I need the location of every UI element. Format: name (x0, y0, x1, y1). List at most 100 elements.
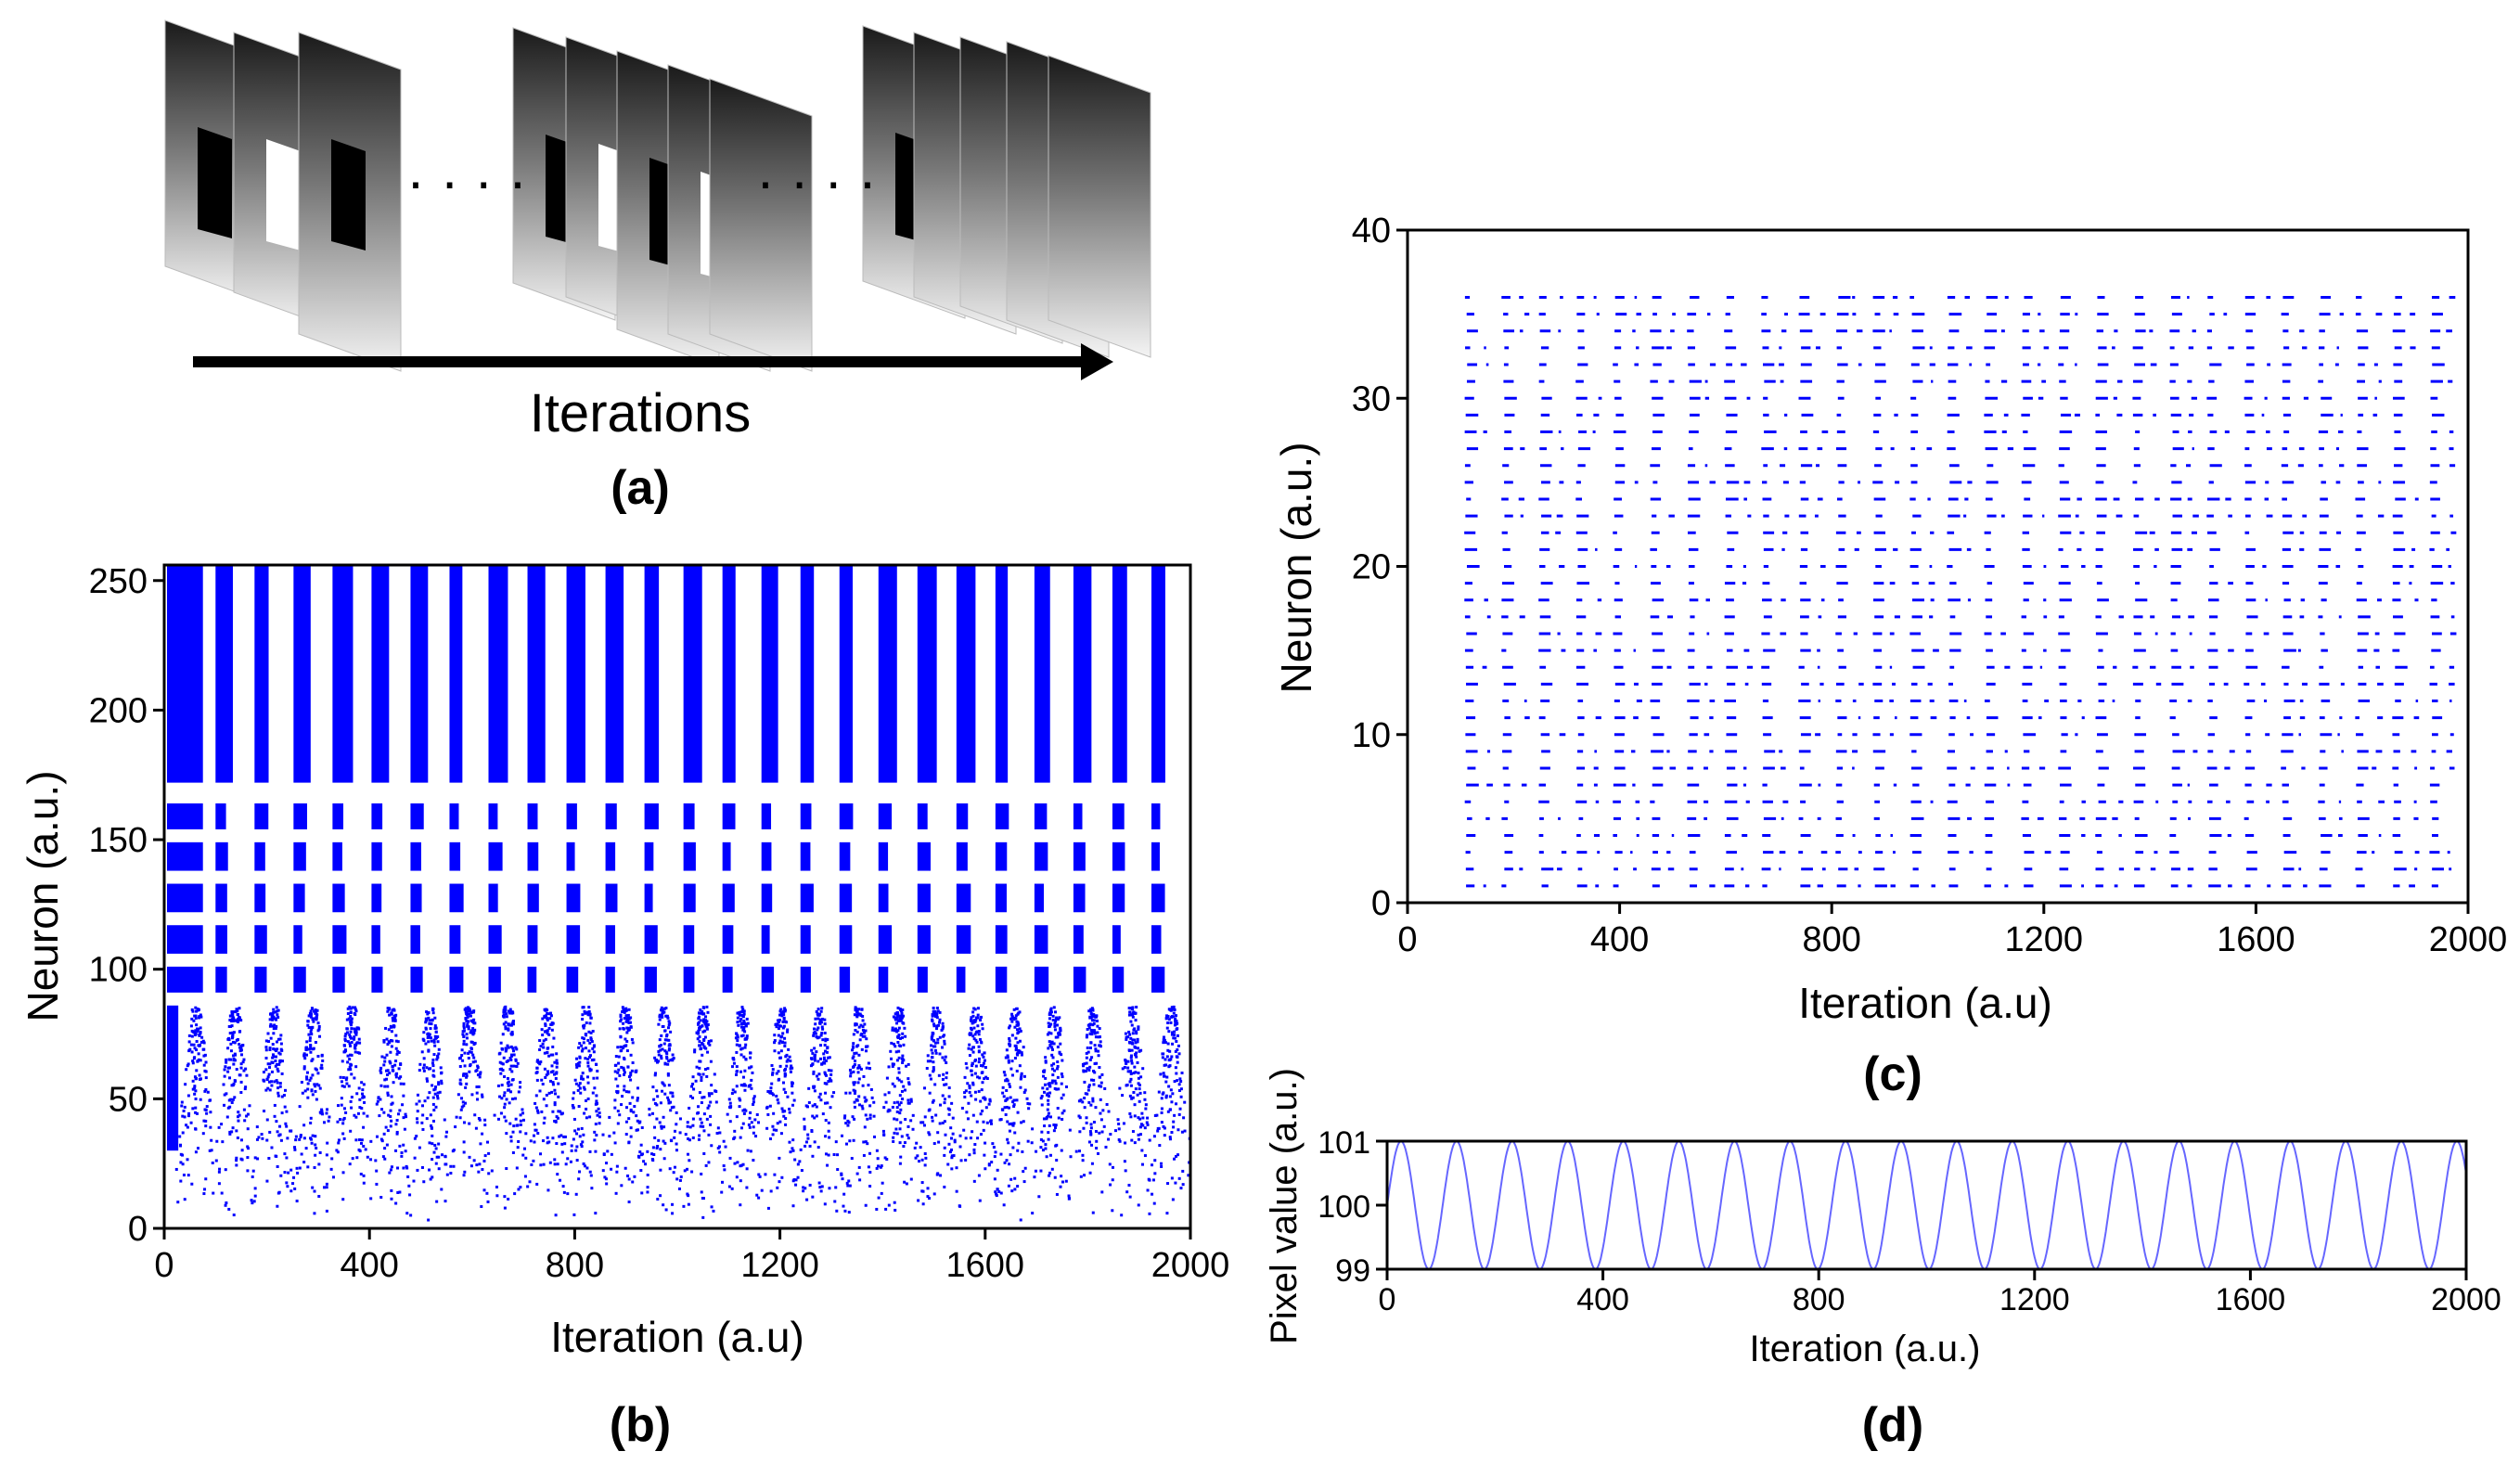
panel-b-spike (941, 1021, 945, 1025)
panel-b-spike (1103, 1086, 1107, 1090)
panel-b-spike (1047, 1098, 1050, 1102)
panel-b-spike (349, 1035, 353, 1039)
panel-c-spike (1762, 783, 1768, 787)
panel-c-spike (1651, 867, 1661, 871)
panel-b-spike (991, 1142, 995, 1146)
panel-b-spike (653, 1101, 657, 1105)
panel-b-spike (587, 1009, 591, 1013)
panel-b-spike (1092, 1121, 1096, 1124)
panel-b-spike (459, 1108, 463, 1111)
panel-b-spike (970, 1069, 973, 1072)
panel-b-spike (394, 1075, 398, 1079)
panel-b-spike (1049, 1041, 1053, 1045)
panel-b-spike (1003, 1161, 1007, 1164)
panel-b-spike (351, 1006, 354, 1009)
panel-c-spike (1911, 615, 1922, 619)
panel-c-spike (1558, 816, 1561, 820)
panel-b-spike (396, 1112, 400, 1116)
panel-b-spike (755, 1112, 759, 1116)
panel-b-spike (1077, 1114, 1081, 1118)
panel-b-spike (197, 1044, 200, 1047)
panel-c-spike (1577, 547, 1588, 551)
panel-b-burst (488, 803, 498, 829)
panel-b-spike (727, 1098, 731, 1101)
panel-b-spike (208, 1098, 212, 1102)
panel-b-spike (384, 1026, 388, 1030)
panel-c-spike (2058, 665, 2066, 669)
panel-b-spike (708, 1094, 712, 1098)
panel-b-spike (313, 1083, 316, 1086)
panel-b-spike (465, 1075, 469, 1079)
panel-b-spike (230, 1034, 234, 1038)
panel-b-spike (1013, 1188, 1017, 1191)
panel-b-spike (482, 1188, 486, 1192)
panel-b-spike (315, 1018, 318, 1021)
panel-b-spike (1056, 1035, 1060, 1039)
panel-b-spike (619, 1045, 623, 1048)
panel-b-spike (251, 1175, 254, 1178)
panel-b-spike (1144, 1107, 1148, 1111)
panel-b-spike (698, 1060, 701, 1063)
panel-b-spike (636, 1097, 639, 1100)
panel-b-spike (581, 1036, 585, 1040)
panel-b-spike (626, 1065, 630, 1069)
panel-b-burst (410, 966, 423, 993)
panel-b-spike (1164, 1063, 1168, 1067)
panel-b-spike (823, 1071, 827, 1074)
panel-c-spike (1835, 632, 1842, 636)
panel-b-spike (966, 1082, 970, 1085)
panel-b-spike (562, 1190, 566, 1194)
panel-b-spike (663, 1038, 667, 1042)
panel-b-spike (881, 1129, 885, 1133)
panel-b-spike (949, 1126, 953, 1130)
panel-b-spike (1092, 1083, 1096, 1086)
panel-b-spike (662, 1024, 665, 1028)
panel-b-spike (314, 1008, 317, 1012)
panel-b-spike (816, 1008, 820, 1011)
panel-b-spike (354, 1138, 358, 1142)
panel-c-spike (1815, 733, 1821, 737)
panel-b-spike (846, 1184, 850, 1188)
panel-b-spike (253, 1156, 257, 1160)
panel-b-spike (938, 1018, 942, 1021)
panel-b-spike (487, 1172, 491, 1175)
panel-b-spike (671, 1058, 675, 1061)
panel-b-spike (1163, 1074, 1166, 1078)
panel-b-spike (777, 1034, 780, 1037)
panel-b-spike (902, 1014, 906, 1018)
panel-b-spike (661, 1089, 664, 1093)
panel-b-spike (829, 1069, 833, 1072)
panel-b-spike (695, 1065, 699, 1069)
panel-b-spike (642, 1160, 646, 1163)
panel-b-burst (605, 883, 618, 913)
panel-b-spike (815, 1050, 818, 1054)
panel-b-spike (1039, 1137, 1043, 1141)
panel-b-spike (781, 1020, 785, 1023)
panel-b-spike (1168, 1095, 1172, 1098)
panel-b-spike (203, 1108, 207, 1111)
panel-c-spike (2431, 565, 2443, 568)
panel-b-burst (995, 966, 1008, 993)
panel-b-spike (1179, 1187, 1183, 1190)
panel-b-spike (778, 1018, 781, 1021)
panel-b-spike (292, 1175, 296, 1179)
panel-b-spike (266, 1075, 270, 1079)
panel-b-spike (391, 1101, 394, 1105)
panel-c-spike (1576, 514, 1589, 518)
panel-b-spike (585, 1010, 589, 1014)
panel-c-spike (2282, 884, 2292, 888)
panel-b-spike (984, 1167, 987, 1171)
panel-c-spike (1652, 598, 1665, 602)
panel-b-spike (655, 1146, 659, 1149)
panel-b-spike (294, 1135, 298, 1138)
panel-b-spike (502, 1094, 506, 1098)
panel-b-burst (917, 966, 928, 993)
panel-b-spike (310, 1141, 314, 1145)
panel-b-spike (736, 1011, 739, 1015)
panel-b-spike (202, 1063, 206, 1067)
panel-b-spike (739, 1098, 742, 1102)
panel-b-spike (852, 1065, 855, 1069)
panel-b-spike (862, 1140, 866, 1144)
panel-b-spike (521, 1108, 524, 1111)
